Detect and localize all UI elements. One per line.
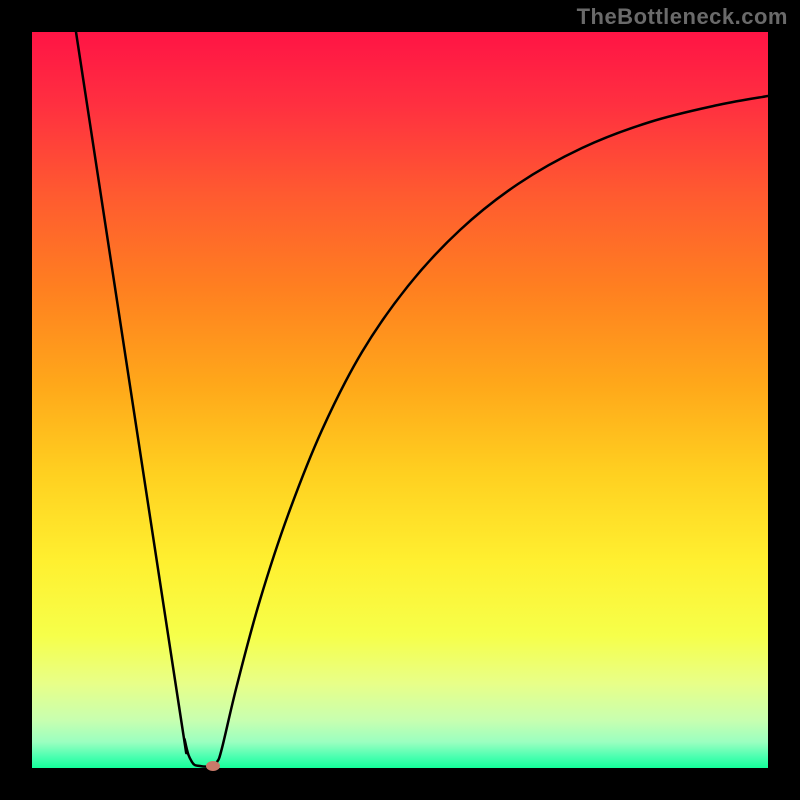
watermark-text: TheBottleneck.com bbox=[577, 4, 788, 30]
chart-container: { "meta": { "source_watermark": "TheBott… bbox=[0, 0, 800, 800]
chart-plot-area bbox=[32, 32, 768, 768]
bottleneck-chart bbox=[0, 0, 800, 800]
optimum-marker bbox=[206, 761, 220, 771]
